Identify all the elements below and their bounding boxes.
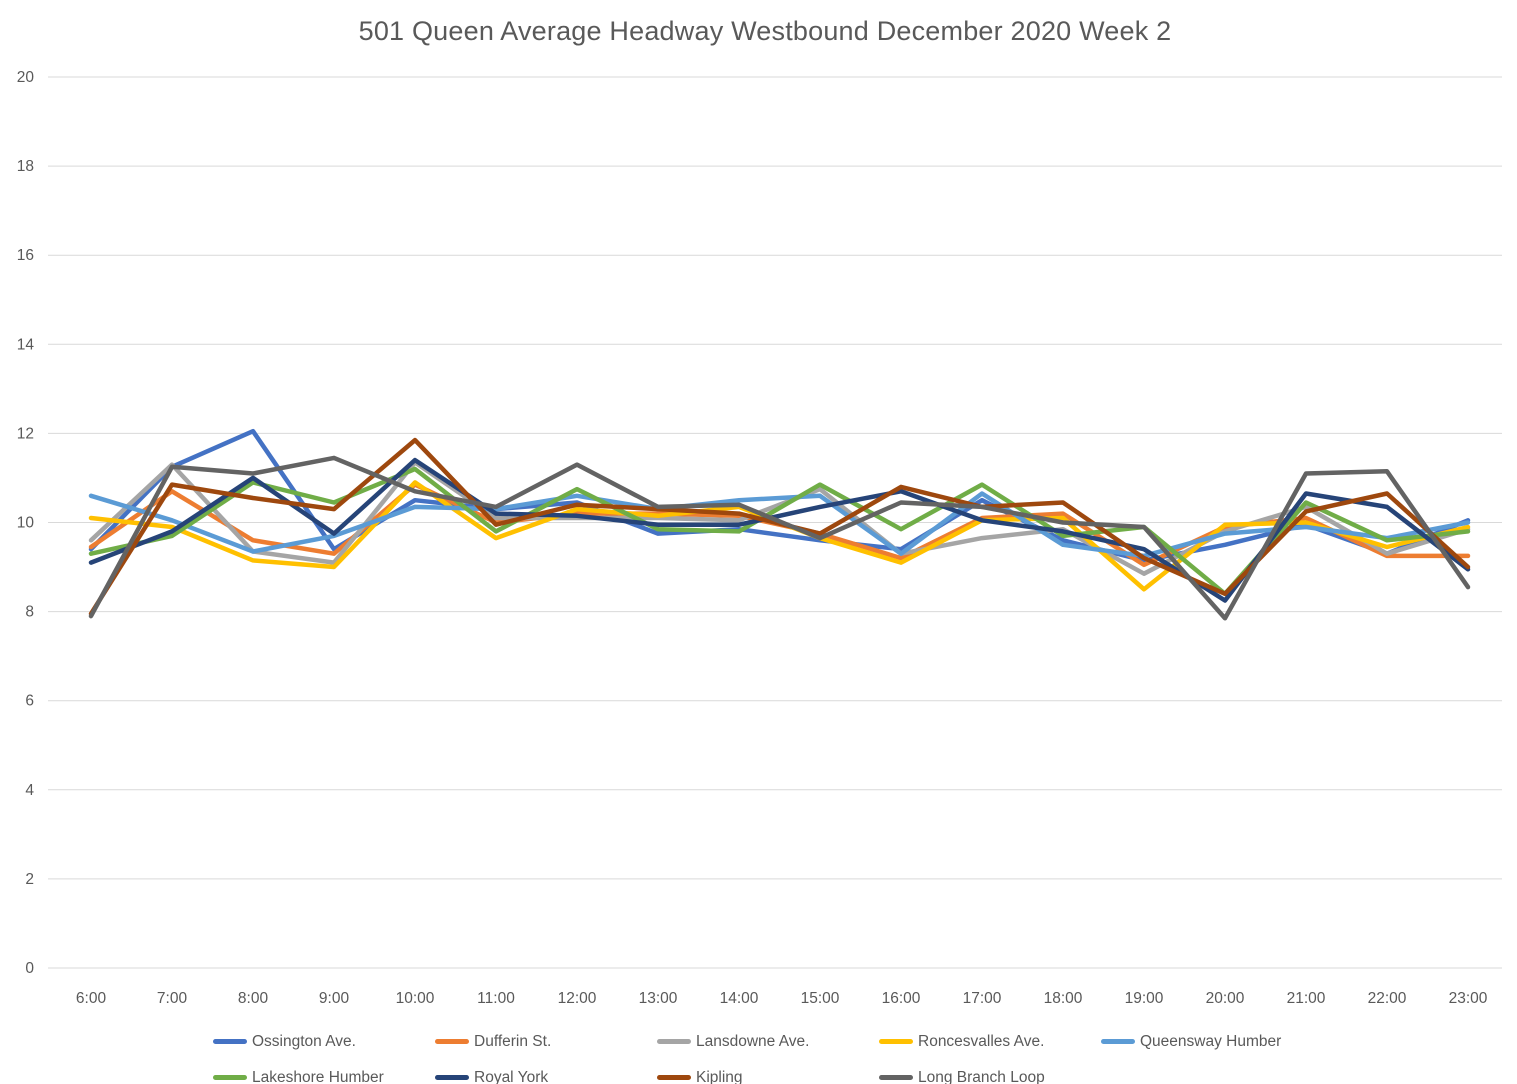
legend-line-marker xyxy=(879,1075,913,1080)
x-axis-tick-label: 6:00 xyxy=(76,990,107,1007)
x-axis-tick-label: 18:00 xyxy=(1044,990,1083,1007)
x-axis-tick-label: 23:00 xyxy=(1449,990,1488,1007)
x-axis-tick-label: 20:00 xyxy=(1206,990,1245,1007)
series-line-queensway-humber xyxy=(88,491,1471,559)
y-axis-tick-label: 12 xyxy=(17,425,34,442)
legend-line-marker xyxy=(435,1075,469,1080)
legend-line-marker xyxy=(657,1075,691,1080)
y-axis-tick-label: 0 xyxy=(25,960,34,977)
legend-item-lansdowne-ave: Lansdowne Ave. xyxy=(657,1032,809,1051)
x-axis-tick-label: 16:00 xyxy=(882,990,921,1007)
legend-item-kipling: Kipling xyxy=(657,1068,743,1084)
legend-item-dufferin-st: Dufferin St. xyxy=(435,1032,551,1051)
legend-line-marker xyxy=(657,1039,691,1044)
series-line-ossington-ave xyxy=(88,428,1471,563)
x-axis-tick-label: 15:00 xyxy=(801,990,840,1007)
y-axis-tick-label: 2 xyxy=(25,871,34,888)
legend-line-marker xyxy=(1101,1039,1135,1044)
legend-line-marker xyxy=(879,1039,913,1044)
series-line-long-branch-loop xyxy=(88,455,1471,621)
x-axis-tick-label: 21:00 xyxy=(1287,990,1326,1007)
legend-item-label: Queensway Humber xyxy=(1140,1032,1282,1050)
x-axis-tick-label: 9:00 xyxy=(319,990,350,1007)
legend-item-lakeshore-humber: Lakeshore Humber xyxy=(213,1068,384,1084)
legend-line-marker xyxy=(213,1075,247,1080)
legend-item-label: Roncesvalles Ave. xyxy=(918,1032,1045,1050)
legend-item-label: Dufferin St. xyxy=(474,1032,552,1050)
legend-line-marker xyxy=(435,1039,469,1044)
legend-item-label: Kipling xyxy=(696,1068,743,1084)
y-axis-tick-label: 8 xyxy=(25,604,34,621)
x-axis-tick-label: 22:00 xyxy=(1368,990,1407,1007)
x-axis-tick-label: 12:00 xyxy=(558,990,597,1007)
legend-line-marker xyxy=(213,1039,247,1044)
x-axis-tick-label: 8:00 xyxy=(238,990,269,1007)
legend-item-roncesvalles-ave: Roncesvalles Ave. xyxy=(879,1032,1044,1051)
chart-title: 501 Queen Average Headway Westbound Dece… xyxy=(358,16,1172,46)
series-line-lansdowne-ave xyxy=(88,460,1471,576)
legend-item-ossington-ave: Ossington Ave. xyxy=(213,1032,356,1051)
legend-item-long-branch-loop: Long Branch Loop xyxy=(879,1068,1045,1084)
x-axis-tick-label: 17:00 xyxy=(963,990,1002,1007)
x-axis-tick-label: 19:00 xyxy=(1125,990,1164,1007)
y-axis-tick-label: 10 xyxy=(17,515,35,532)
x-axis-tick-label: 13:00 xyxy=(639,990,678,1007)
legend-item-label: Long Branch Loop xyxy=(918,1068,1045,1084)
x-axis-tick-label: 7:00 xyxy=(157,990,188,1007)
x-axis-tick-label: 14:00 xyxy=(720,990,759,1007)
y-axis-tick-label: 16 xyxy=(17,247,34,264)
legend-item-label: Ossington Ave. xyxy=(252,1032,356,1050)
legend-item-queensway-humber: Queensway Humber xyxy=(1101,1032,1281,1051)
x-axis-tick-label: 10:00 xyxy=(396,990,435,1007)
y-axis-tick-label: 4 xyxy=(25,782,34,799)
y-axis-tick-label: 6 xyxy=(25,693,34,710)
legend-item-label: Royal York xyxy=(474,1068,549,1084)
legend-item-label: Lansdowne Ave. xyxy=(696,1032,810,1050)
legend-item-royal-york: Royal York xyxy=(435,1068,548,1084)
x-axis-tick-label: 11:00 xyxy=(477,990,515,1007)
legend-item-label: Lakeshore Humber xyxy=(252,1068,384,1084)
y-axis-tick-label: 14 xyxy=(17,336,35,353)
y-axis-tick-label: 18 xyxy=(17,158,34,175)
y-axis-tick-label: 20 xyxy=(17,69,35,86)
